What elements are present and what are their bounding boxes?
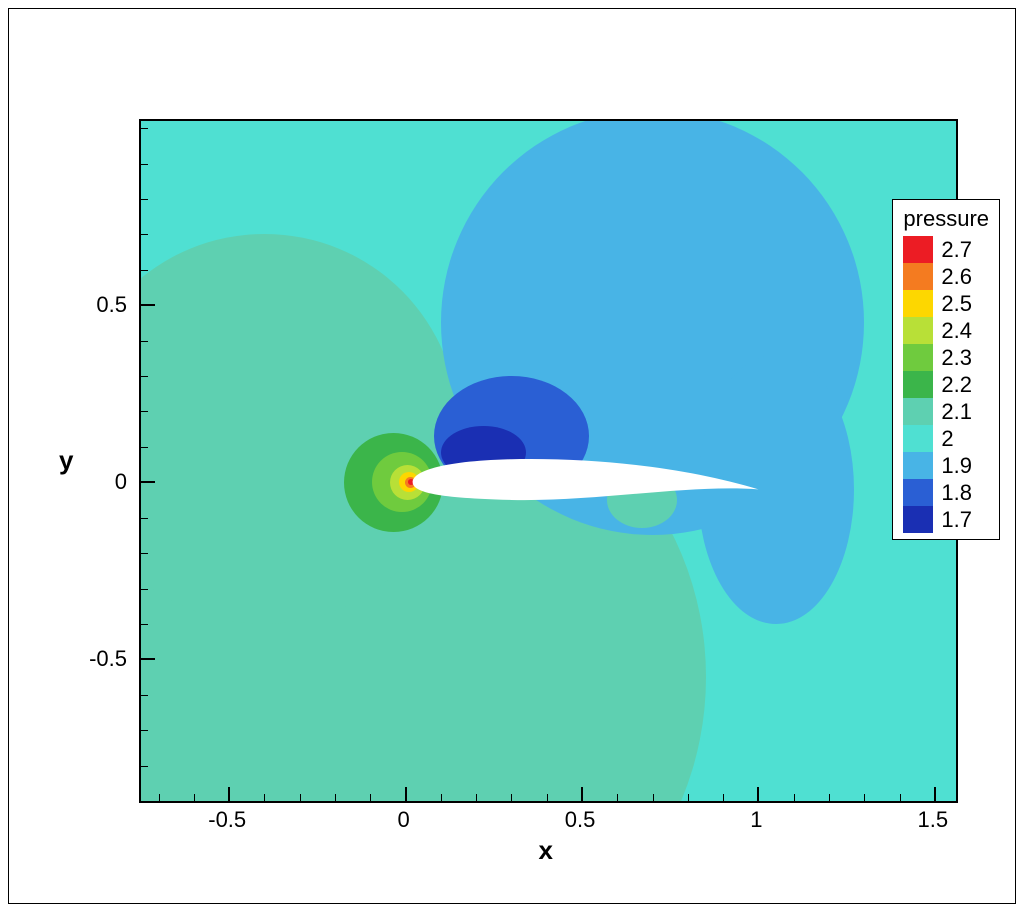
tick (194, 794, 195, 801)
legend-label: 2.4 (941, 317, 972, 344)
tick (141, 270, 148, 271)
tick (141, 589, 148, 590)
legend-swatch (903, 506, 933, 533)
legend-label: 1.7 (941, 506, 972, 533)
legend-swatch (903, 452, 933, 479)
legend-swatch (903, 263, 933, 290)
tick (141, 376, 148, 377)
tick (582, 794, 583, 801)
tick (229, 794, 230, 801)
tick (688, 794, 689, 801)
tick (617, 794, 618, 801)
legend-label: 2 (941, 425, 972, 452)
tick (141, 305, 148, 306)
legend-swatch (903, 425, 933, 452)
tick (141, 659, 148, 660)
legend-swatch (903, 344, 933, 371)
legend: pressure 2.72.62.52.42.32.22.121.91.81.7 (892, 199, 1000, 540)
tick (141, 447, 148, 448)
legend-labels: 2.72.62.52.42.32.22.121.91.81.7 (941, 236, 972, 533)
tick (141, 482, 148, 483)
legend-swatch (903, 398, 933, 425)
tick (141, 128, 148, 129)
legend-label: 2.1 (941, 398, 972, 425)
airfoil (141, 121, 956, 801)
tick (758, 794, 759, 801)
tick (547, 794, 548, 801)
tick-label: 1 (750, 807, 762, 833)
legend-title: pressure (903, 206, 989, 232)
tick (406, 794, 407, 801)
legend-label: 2.7 (941, 236, 972, 263)
legend-label: 1.9 (941, 452, 972, 479)
legend-swatch (903, 317, 933, 344)
tick (864, 794, 865, 801)
tick (370, 794, 371, 801)
tick (441, 794, 442, 801)
tick (829, 794, 830, 801)
legend-label: 2.3 (941, 344, 972, 371)
plot-area (139, 119, 958, 803)
plot-clip (141, 121, 956, 801)
tick (141, 518, 148, 519)
tick (264, 794, 265, 801)
tick-label: 1.5 (918, 807, 949, 833)
tick (794, 794, 795, 801)
tick (141, 199, 148, 200)
y-axis-label: y (59, 445, 73, 476)
legend-label: 2.5 (941, 290, 972, 317)
legend-swatch (903, 236, 933, 263)
tick-label: -0.5 (208, 807, 246, 833)
tick (141, 730, 148, 731)
legend-label: 1.8 (941, 479, 972, 506)
legend-colorbar (903, 236, 933, 533)
tick (141, 695, 148, 696)
tick (141, 553, 148, 554)
tick-label: 0.5 (565, 807, 596, 833)
figure-frame: x y pressure 2.72.62.52.42.32.22.121.91.… (8, 8, 1016, 904)
tick (141, 801, 148, 802)
tick-label: 0 (397, 807, 409, 833)
tick (141, 624, 148, 625)
tick (335, 794, 336, 801)
tick-label: 0.5 (96, 292, 127, 318)
legend-swatch (903, 479, 933, 506)
legend-label: 2.2 (941, 371, 972, 398)
tick (476, 794, 477, 801)
tick (300, 794, 301, 801)
tick (900, 794, 901, 801)
tick (159, 794, 160, 801)
tick (511, 794, 512, 801)
tick-label: 0 (115, 469, 127, 495)
x-axis-label: x (539, 835, 553, 866)
tick-label: -0.5 (89, 646, 127, 672)
legend-swatch (903, 371, 933, 398)
tick (141, 766, 148, 767)
tick (141, 411, 148, 412)
tick (141, 341, 148, 342)
legend-label: 2.6 (941, 263, 972, 290)
tick (723, 794, 724, 801)
tick (141, 164, 148, 165)
tick (653, 794, 654, 801)
legend-swatch (903, 290, 933, 317)
tick (141, 234, 148, 235)
tick (935, 794, 936, 801)
